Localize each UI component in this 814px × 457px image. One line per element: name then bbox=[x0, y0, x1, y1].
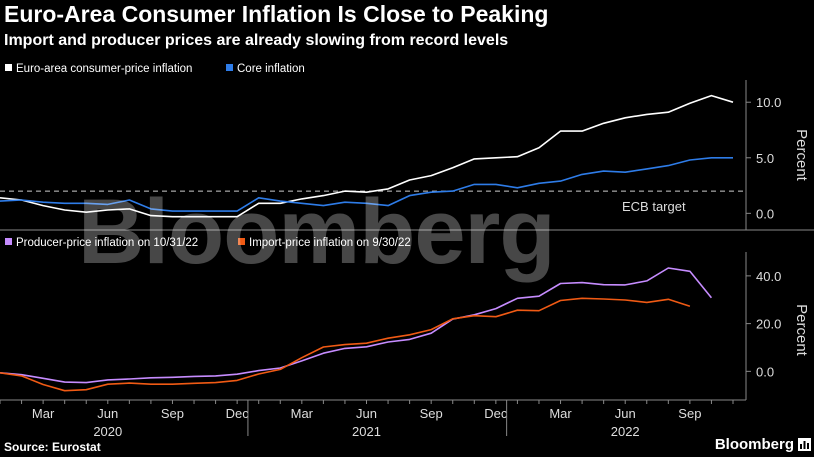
top-series-line-0 bbox=[0, 94, 734, 218]
legend-swatch-consumer bbox=[5, 64, 12, 71]
top-y-axis-title: Percent bbox=[793, 129, 810, 182]
top-y-tick-label: 10.0 bbox=[756, 95, 781, 110]
grid-layer bbox=[0, 80, 814, 400]
bottom-y-tick-label: 0.0 bbox=[756, 364, 774, 379]
bloomberg-brand: Bloomberg bbox=[714, 436, 794, 453]
top-series bbox=[0, 94, 734, 218]
legend-swatch-producer bbox=[5, 238, 12, 245]
legend-swatch-import bbox=[238, 238, 245, 245]
top-panel: Euro-area consumer-price inflation Core … bbox=[0, 63, 810, 221]
x-tick-label: Jun bbox=[356, 406, 377, 421]
legend-label-import: Import-price inflation on 9/30/22 bbox=[249, 237, 411, 249]
bottom-series-line-1 bbox=[0, 297, 691, 392]
x-tick-label: Mar bbox=[549, 406, 572, 421]
x-tick-label: Jun bbox=[615, 406, 636, 421]
bar-chart-logo-icon bbox=[798, 438, 811, 451]
x-year-label: 2020 bbox=[93, 424, 122, 439]
x-tick-label: Sep bbox=[420, 406, 443, 421]
top-y-tick-label: 0.0 bbox=[756, 206, 774, 221]
bottom-panel: Producer-price inflation on 10/31/22 Imp… bbox=[0, 237, 810, 392]
x-tick-label: Sep bbox=[678, 406, 701, 421]
x-axis: Mar Jun Sep Dec Mar Jun Sep Dec Mar Jun Sep 2020 202… bbox=[0, 399, 746, 439]
bottom-legend: Producer-price inflation on 10/31/22 Imp… bbox=[5, 237, 411, 249]
legend-swatch-core bbox=[226, 64, 233, 71]
legend-label-core: Core inflation bbox=[237, 63, 305, 75]
x-tick-label: Sep bbox=[161, 406, 184, 421]
legend-label-consumer: Euro-area consumer-price inflation bbox=[16, 63, 192, 75]
ecb-target-label: ECB target bbox=[622, 199, 686, 214]
bottom-y-tick-label: 40.0 bbox=[756, 269, 781, 284]
source-note: Source: Eurostat bbox=[4, 440, 101, 454]
top-y-tick-label: 5.0 bbox=[756, 151, 774, 166]
x-tick-label: Dec bbox=[484, 406, 508, 421]
top-legend: Euro-area consumer-price inflation Core … bbox=[5, 63, 305, 75]
legend-label-producer: Producer-price inflation on 10/31/22 bbox=[16, 237, 198, 249]
x-year-label: 2021 bbox=[352, 424, 381, 439]
top-y-ticks: 0.0 5.0 10.0 bbox=[746, 95, 781, 221]
top-series-line-1 bbox=[0, 157, 733, 212]
bottom-y-ticks: 0.0 20.0 40.0 bbox=[746, 269, 781, 379]
x-tick-label: Mar bbox=[32, 406, 55, 421]
bottom-series-line-0 bbox=[0, 267, 713, 384]
x-tick-label: Dec bbox=[226, 406, 250, 421]
bottom-series bbox=[0, 267, 713, 392]
x-tick-label: Jun bbox=[97, 406, 118, 421]
chart-subtitle: Import and producer prices are already s… bbox=[4, 32, 509, 49]
bloomberg-watermark: Bloomberg bbox=[78, 181, 555, 283]
x-tick-label: Mar bbox=[291, 406, 314, 421]
chart-title: Euro-Area Consumer Inflation Is Close to… bbox=[4, 1, 549, 27]
bottom-y-axis-title: Percent bbox=[793, 304, 810, 357]
x-year-label: 2022 bbox=[611, 424, 640, 439]
bottom-y-tick-label: 20.0 bbox=[756, 317, 781, 332]
